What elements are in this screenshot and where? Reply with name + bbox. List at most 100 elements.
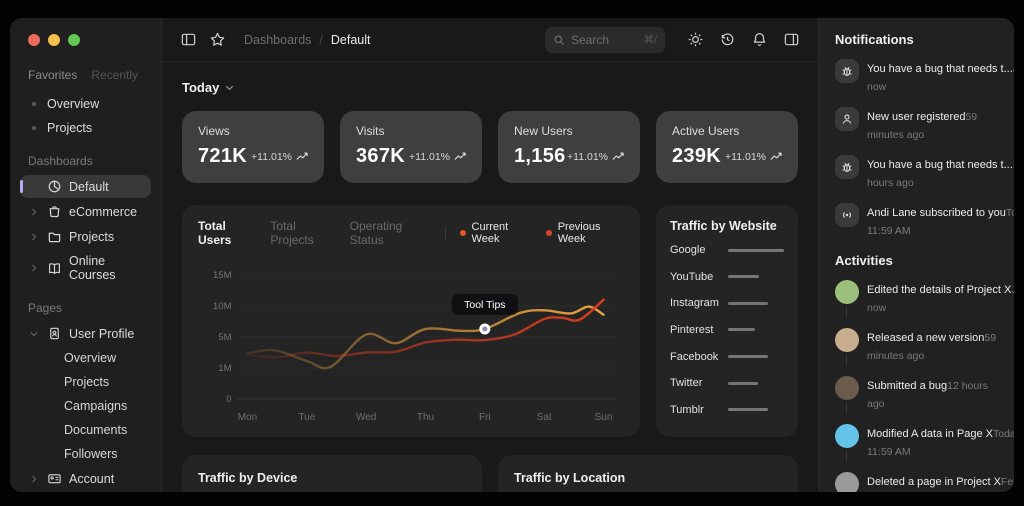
website-label: Google (670, 244, 706, 257)
card-title: Traffic by Device (198, 471, 298, 485)
tab-operating-status[interactable]: Operating Status (349, 219, 403, 247)
sidebar-item-user-profile[interactable]: User Profile (20, 322, 151, 345)
stat-label: Visits (356, 124, 385, 138)
sidebar-subitem-projects[interactable]: Projects (20, 371, 151, 393)
activity-item[interactable]: Edited the details of Project XJust now (835, 280, 1014, 317)
chevron-right-icon (32, 233, 37, 240)
sidebar-item-overview[interactable]: Overview (20, 93, 151, 115)
avatar (835, 472, 859, 492)
website-label: Instagram (670, 297, 719, 310)
series-previous-week (246, 298, 605, 359)
notification-item[interactable]: You have a bug that needs t...Just now (835, 59, 1014, 95)
sidebar-subitem-campaigns[interactable]: Campaigns (20, 395, 151, 417)
search-input[interactable] (571, 32, 638, 47)
tab-recently[interactable]: Recently (91, 68, 139, 82)
bar-track (728, 381, 784, 385)
website-row-twitter: Twitter (670, 377, 784, 389)
sidebar-subitem-documents[interactable]: Documents (20, 419, 151, 441)
bar-track (728, 301, 784, 305)
notification-item[interactable]: New user registered59 minutes ago (835, 107, 998, 143)
bar (728, 355, 769, 359)
bell-icon[interactable] (751, 31, 768, 48)
notification-text: New user registered (867, 111, 966, 123)
website-label: Twitter (670, 377, 703, 390)
history-icon[interactable] (719, 31, 736, 48)
breadcrumb-dashboards[interactable]: Dashboards (244, 32, 312, 47)
tab-total-users[interactable]: Total Users (198, 219, 232, 247)
stat-card-views: Views 721K +11.01% (182, 111, 324, 183)
svg-text:5M: 5M (218, 332, 231, 343)
user-icon (835, 107, 859, 131)
notifications-title: Notifications (835, 32, 914, 47)
traffic-by-website-card: Traffic by Website Google YouTube Instag… (656, 205, 798, 437)
sidebar-item-account[interactable]: Account (20, 467, 151, 490)
website-label: Facebook (670, 350, 719, 363)
star-icon[interactable] (209, 31, 226, 48)
notifications-section: Notifications You have a bug that needs … (835, 32, 1014, 239)
activity-time: 12 hours ago (867, 380, 988, 410)
zoom-window-button[interactable] (68, 34, 80, 46)
tab-total-projects[interactable]: Total Projects (270, 219, 314, 247)
tab-favorites[interactable]: Favorites (28, 68, 78, 82)
period-selector[interactable]: Today (182, 80, 235, 95)
traffic-by-device-card: Traffic by Device (182, 455, 482, 492)
right-panel-toggle-icon[interactable] (783, 31, 800, 48)
right-panel[interactable]: Notifications You have a bug that needs … (818, 18, 1014, 492)
traffic-by-location-card: Traffic by Location (498, 455, 798, 492)
app-logo[interactable]: Ai Maas (20, 491, 151, 492)
breadcrumb: Dashboards / Default (244, 33, 371, 47)
bar (728, 408, 769, 412)
svg-text:Sat: Sat (537, 412, 552, 423)
activity-item[interactable]: Modified A data in Page XToday, 11:59 AM (835, 424, 1014, 461)
stat-delta: +11.01% (567, 151, 624, 163)
legend-previous-week[interactable]: Previous Week (546, 221, 624, 245)
bar (728, 275, 760, 279)
search-box[interactable]: ⌘/ (545, 26, 665, 53)
total-users-chart-card: Total Users Total Projects Operating Sta… (182, 205, 640, 437)
activity-item[interactable]: Submitted a bug12 hours ago (835, 376, 998, 413)
main-scroll-area[interactable]: Today Views 721K +11.01% Visits 367K +11… (162, 62, 818, 492)
close-window-button[interactable] (28, 34, 40, 46)
sidebar-item-online-courses[interactable]: Online Courses (20, 250, 151, 286)
legend-current-week[interactable]: Current Week (460, 221, 532, 245)
theme-sun-icon[interactable] (687, 31, 704, 48)
sidebar-item-default[interactable]: Default (20, 175, 151, 198)
sidebar-subitem-followers[interactable]: Followers (20, 443, 151, 465)
website-label: Pinterest (670, 323, 714, 336)
sidebar-item-label: User Profile (69, 326, 135, 341)
sidebar-item-label: Projects (69, 229, 115, 244)
svg-text:1M: 1M (218, 363, 231, 374)
minimize-window-button[interactable] (48, 34, 60, 46)
folder-icon (48, 232, 61, 243)
svg-text:Mon: Mon (238, 412, 257, 423)
legend-label: Current Week (471, 221, 509, 245)
activity-time: Feb 2, 2023 (1000, 476, 1014, 488)
stat-label: New Users (514, 124, 573, 138)
search-icon (554, 34, 564, 45)
activity-item[interactable]: Released a new version59 minutes ago (835, 328, 998, 365)
section-label-pages: Pages (28, 301, 63, 315)
trending-up-icon (454, 152, 466, 160)
bar (728, 301, 769, 305)
activities-section: Activities Edited the details of Project… (835, 253, 1014, 492)
bar-track (728, 328, 784, 332)
sidebar-item-projects-dashboard[interactable]: Projects (20, 225, 151, 248)
activity-text: Edited the details of Project X (867, 284, 1012, 296)
sidebar-item-ecommerce[interactable]: eCommerce (20, 200, 151, 223)
activity-item[interactable]: Deleted a page in Project XFeb 2, 2023 (835, 472, 1014, 492)
avatar (835, 424, 859, 448)
sidebar-toggle-icon[interactable] (180, 31, 197, 48)
svg-text:Fri: Fri (479, 412, 491, 423)
bullet-icon (32, 126, 36, 130)
sidebar-item-projects[interactable]: Projects (20, 117, 151, 139)
bug-icon (835, 59, 859, 83)
notification-item[interactable]: You have a bug that needs t...12 hours a… (835, 155, 1014, 191)
website-row-instagram: Instagram (670, 297, 784, 309)
svg-text:10M: 10M (213, 301, 232, 312)
sidebar-subitem-overview[interactable]: Overview (20, 347, 151, 369)
notification-item[interactable]: Andi Lane subscribed to youToday, 11:59 … (835, 203, 1014, 239)
website-row-google: Google (670, 244, 784, 256)
left-sidebar[interactable]: Favorites Recently Overview Projects Das… (10, 18, 162, 492)
window-controls (20, 32, 151, 46)
stat-value: 367K (356, 145, 406, 167)
